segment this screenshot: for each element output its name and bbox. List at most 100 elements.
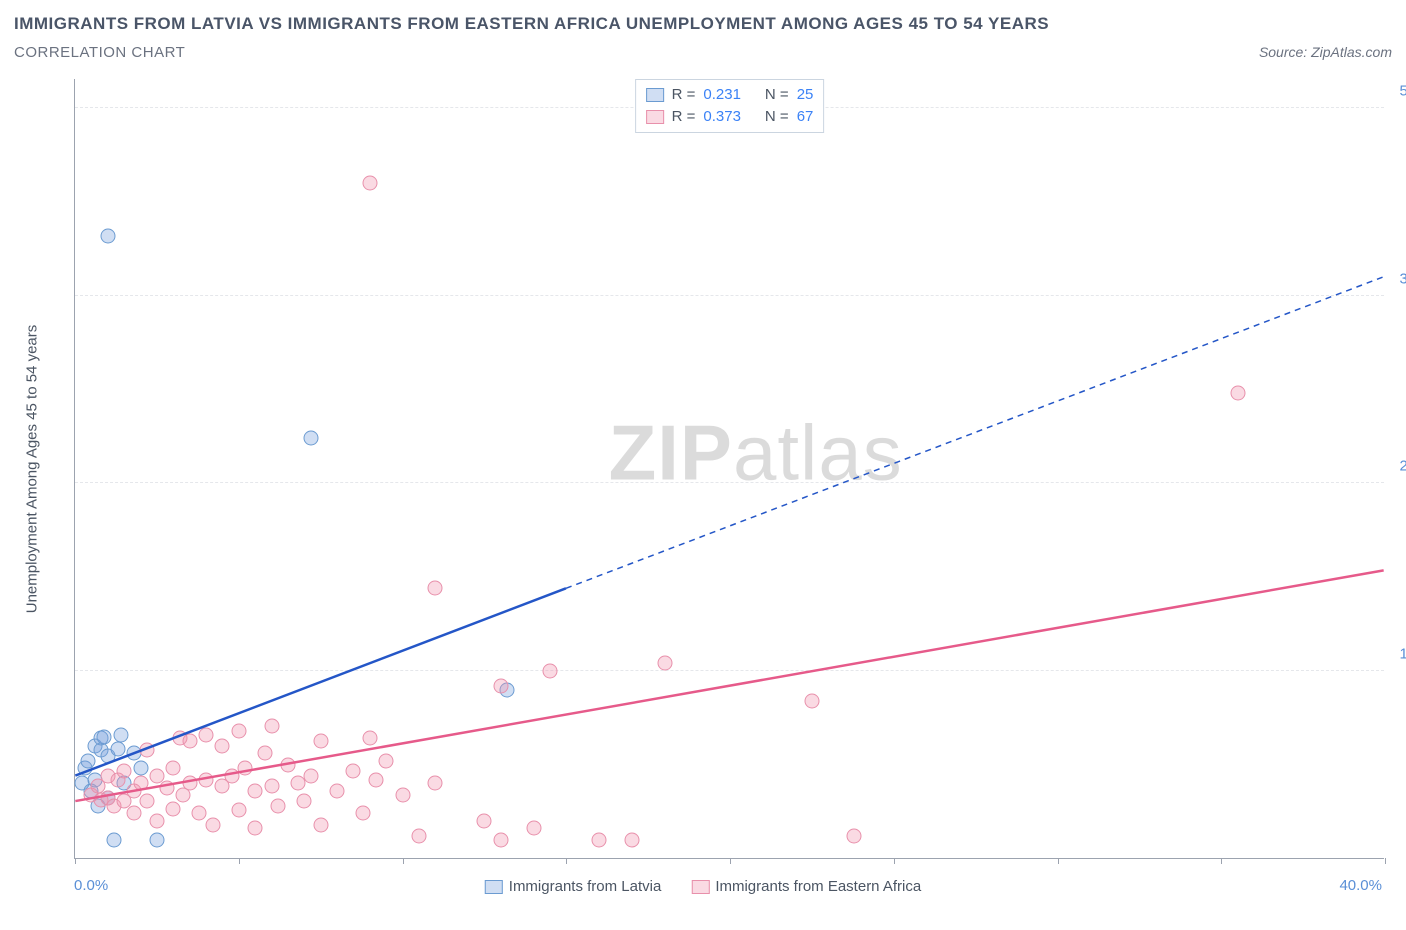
data-point	[346, 764, 361, 779]
trend-lines-svg	[75, 79, 1384, 858]
data-point	[107, 833, 122, 848]
x-tick	[894, 858, 895, 864]
data-point	[238, 761, 253, 776]
data-point	[313, 818, 328, 833]
data-point	[149, 833, 164, 848]
data-point	[166, 761, 181, 776]
data-point	[133, 776, 148, 791]
x-tick	[1058, 858, 1059, 864]
series-legend: Immigrants from Latvia Immigrants from E…	[485, 878, 921, 895]
data-point	[1230, 386, 1245, 401]
watermark: ZIPatlas	[609, 407, 903, 498]
data-point	[657, 656, 672, 671]
r-value-latvia: 0.231	[703, 84, 741, 106]
source-prefix: Source:	[1259, 44, 1311, 60]
x-tick	[1385, 858, 1386, 864]
data-point	[428, 581, 443, 596]
data-point	[362, 731, 377, 746]
y-tick-label: 37.5%	[1399, 270, 1406, 287]
swatch-eafrica-icon	[691, 880, 709, 894]
r-label: R =	[672, 106, 696, 128]
legend-label-eafrica: Immigrants from Eastern Africa	[715, 878, 921, 895]
watermark-light: atlas	[733, 408, 903, 496]
gridline	[75, 670, 1384, 671]
data-point	[199, 728, 214, 743]
data-point	[133, 761, 148, 776]
legend-label-latvia: Immigrants from Latvia	[509, 878, 662, 895]
watermark-bold: ZIP	[609, 408, 733, 496]
x-tick	[1221, 858, 1222, 864]
data-point	[411, 828, 426, 843]
data-point	[362, 176, 377, 191]
data-point	[356, 806, 371, 821]
data-point	[97, 729, 112, 744]
data-point	[192, 806, 207, 821]
data-point	[330, 783, 345, 798]
data-point	[140, 743, 155, 758]
x-tick	[730, 858, 731, 864]
plot-area: R = 0.231 N = 25 R = 0.373 N = 67 ZIPatl…	[74, 79, 1384, 859]
n-value-eafrica: 67	[797, 106, 814, 128]
data-point	[264, 779, 279, 794]
gridline	[75, 482, 1384, 483]
data-point	[303, 431, 318, 446]
correlation-chart: Unemployment Among Ages 45 to 54 years R…	[14, 69, 1392, 899]
x-tick	[239, 858, 240, 864]
data-point	[271, 798, 286, 813]
data-point	[493, 678, 508, 693]
data-point	[140, 794, 155, 809]
data-point	[231, 723, 246, 738]
data-point	[526, 821, 541, 836]
x-tick	[403, 858, 404, 864]
data-point	[313, 734, 328, 749]
x-tick-max: 40.0%	[1339, 877, 1382, 894]
y-tick-label: 12.5%	[1399, 645, 1406, 662]
data-point	[182, 776, 197, 791]
chart-title: IMMIGRANTS FROM LATVIA VS IMMIGRANTS FRO…	[14, 14, 1392, 34]
chart-subtitle: CORRELATION CHART	[14, 44, 185, 61]
stats-legend: R = 0.231 N = 25 R = 0.373 N = 67	[635, 79, 825, 133]
data-point	[257, 746, 272, 761]
data-point	[159, 780, 174, 795]
r-label: R =	[672, 84, 696, 106]
data-point	[248, 821, 263, 836]
data-point	[804, 693, 819, 708]
data-point	[542, 663, 557, 678]
data-point	[264, 719, 279, 734]
data-point	[199, 773, 214, 788]
x-tick	[75, 858, 76, 864]
x-tick-min: 0.0%	[74, 877, 108, 894]
data-point	[303, 768, 318, 783]
data-point	[280, 758, 295, 773]
data-point	[395, 788, 410, 803]
data-point	[297, 794, 312, 809]
r-value-eafrica: 0.373	[703, 106, 741, 128]
y-tick-label: 25.0%	[1399, 458, 1406, 475]
data-point	[149, 813, 164, 828]
data-point	[369, 773, 384, 788]
data-point	[117, 764, 132, 779]
subtitle-row: CORRELATION CHART Source: ZipAtlas.com	[14, 44, 1392, 61]
data-point	[493, 833, 508, 848]
stats-row-latvia: R = 0.231 N = 25	[646, 84, 814, 106]
swatch-latvia	[646, 88, 664, 102]
data-point	[428, 776, 443, 791]
data-point	[113, 728, 128, 743]
legend-item-eafrica: Immigrants from Eastern Africa	[691, 878, 921, 895]
x-tick	[566, 858, 567, 864]
gridline	[75, 295, 1384, 296]
data-point	[166, 801, 181, 816]
data-point	[100, 228, 115, 243]
source-attribution: Source: ZipAtlas.com	[1259, 44, 1392, 60]
data-point	[379, 753, 394, 768]
swatch-latvia-icon	[485, 880, 503, 894]
legend-item-latvia: Immigrants from Latvia	[485, 878, 662, 895]
data-point	[231, 803, 246, 818]
data-point	[215, 738, 230, 753]
data-point	[110, 741, 125, 756]
data-point	[81, 753, 96, 768]
y-axis-label: Unemployment Among Ages 45 to 54 years	[24, 325, 41, 614]
data-point	[126, 806, 141, 821]
data-point	[248, 783, 263, 798]
data-point	[592, 833, 607, 848]
